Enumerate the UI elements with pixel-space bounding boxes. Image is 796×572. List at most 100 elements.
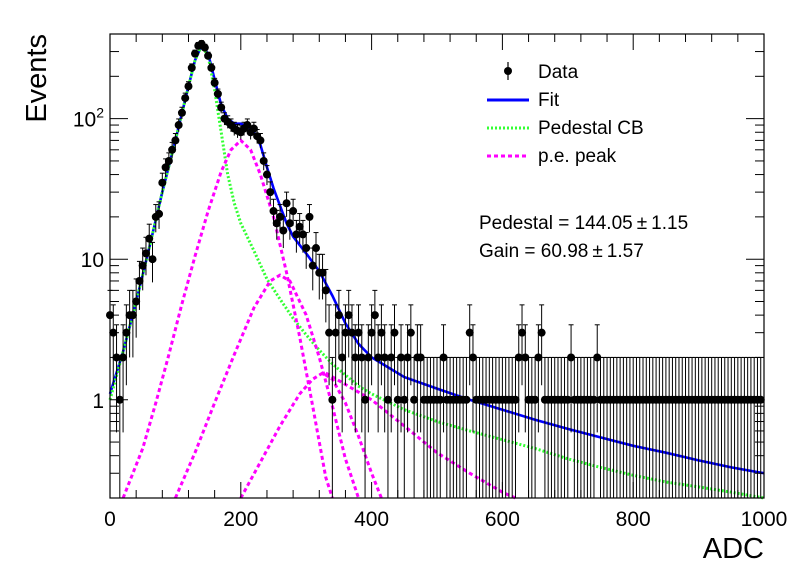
data-point	[285, 219, 294, 228]
data-point	[171, 136, 180, 145]
x-tick-label: 1000	[741, 508, 788, 531]
data-point	[161, 163, 170, 172]
legend: Data Fit Pedestal CB p.e. peak	[487, 62, 644, 167]
legend-label-data: Data	[538, 62, 579, 83]
legend-label-fit: Fit	[538, 90, 560, 111]
y-tick-label: 1	[92, 390, 104, 413]
data-point	[400, 395, 409, 404]
x-tick-label: 600	[485, 508, 520, 531]
data-point	[177, 108, 186, 117]
data-point	[344, 311, 353, 320]
data-point	[406, 328, 415, 337]
x-tick-label: 0	[104, 508, 116, 531]
data-point	[217, 103, 226, 112]
data-point	[276, 212, 285, 221]
y-tick-label: 10	[81, 249, 104, 272]
data-point	[135, 276, 144, 285]
data-point	[141, 249, 150, 258]
curve-pedestal-cb	[108, 42, 765, 500]
data-point	[318, 268, 327, 277]
gain-stat: Gain = 60.98 ±1.57	[479, 241, 644, 262]
x-tick-label: 400	[354, 508, 389, 531]
curve-p-e-peak-2	[174, 273, 360, 499]
data-point	[138, 261, 147, 270]
x-tick-label: 800	[616, 508, 651, 531]
data-point	[361, 395, 370, 404]
data-point	[465, 328, 474, 337]
data-point	[511, 395, 520, 404]
data-point	[462, 395, 471, 404]
data-point	[380, 353, 389, 362]
data-point	[321, 286, 330, 295]
data-point	[367, 328, 376, 337]
data-point	[436, 395, 445, 404]
data-point	[213, 89, 222, 98]
data-point	[393, 395, 402, 404]
data-point	[181, 94, 190, 103]
data-point	[145, 234, 154, 243]
data-point	[122, 328, 131, 337]
data-point	[200, 43, 209, 52]
data-point	[374, 353, 383, 362]
data-point	[168, 145, 177, 154]
data-point	[537, 328, 546, 337]
data-point	[282, 199, 291, 208]
data-point	[292, 230, 301, 239]
data-point	[331, 328, 340, 337]
data-point	[357, 353, 366, 362]
data-point	[351, 353, 360, 362]
data-point	[262, 170, 271, 179]
data-point	[325, 328, 334, 337]
y-tick-label: 102	[73, 105, 104, 132]
data-point	[593, 353, 602, 362]
data-point	[534, 353, 543, 362]
data-point	[328, 395, 337, 404]
data-point	[184, 82, 193, 91]
data-point	[521, 353, 530, 362]
data-point	[191, 49, 200, 58]
data-point	[403, 353, 412, 362]
data-point	[468, 353, 477, 362]
data-point	[243, 121, 252, 130]
data-point	[410, 395, 419, 404]
data-point	[312, 244, 321, 253]
data-point	[289, 207, 298, 216]
data-point	[514, 353, 523, 362]
x-tick-label: 200	[223, 508, 258, 531]
data-point	[305, 212, 314, 221]
data-point	[155, 209, 164, 218]
data-point	[416, 353, 425, 362]
data-point	[266, 188, 275, 197]
data-point	[364, 353, 373, 362]
data-point	[390, 328, 399, 337]
data-point	[204, 51, 213, 60]
data-point	[207, 63, 216, 72]
data-point	[563, 395, 572, 404]
data-point	[518, 328, 527, 337]
data-point	[249, 124, 258, 133]
legend-label-pe: p.e. peak	[538, 146, 617, 167]
y-axis-title: Events	[21, 34, 53, 123]
data-point	[567, 353, 576, 362]
data-point	[128, 311, 137, 320]
data-point	[119, 353, 128, 362]
x-axis-title: ADC	[703, 533, 764, 565]
data-point	[158, 178, 167, 187]
data-point	[354, 328, 363, 337]
data-point	[132, 297, 141, 306]
data-point	[187, 63, 196, 72]
data-point	[397, 353, 406, 362]
legend-label-pedestal: Pedestal CB	[538, 118, 644, 139]
data-point	[377, 328, 386, 337]
data-point	[347, 328, 356, 337]
data-point	[439, 353, 448, 362]
data-point	[308, 261, 317, 270]
data-point	[341, 328, 350, 337]
plot-area	[106, 39, 765, 500]
curve-p-e-peak	[121, 138, 334, 499]
data-point	[272, 219, 281, 228]
data-point	[531, 395, 540, 404]
data-point	[302, 244, 311, 253]
data-point	[148, 255, 157, 264]
data-point	[164, 156, 173, 165]
